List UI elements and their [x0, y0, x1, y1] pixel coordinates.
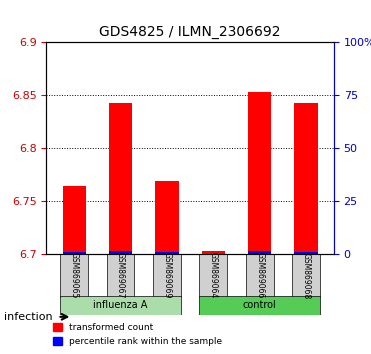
- Bar: [155, 252, 178, 255]
- Text: GSM869065: GSM869065: [70, 252, 79, 299]
- Title: GDS4825 / ILMN_2306692: GDS4825 / ILMN_2306692: [99, 25, 281, 39]
- Bar: [202, 251, 225, 255]
- FancyBboxPatch shape: [200, 255, 227, 297]
- Bar: [109, 103, 132, 255]
- Text: GSM869067: GSM869067: [116, 252, 125, 299]
- FancyBboxPatch shape: [292, 255, 320, 297]
- FancyBboxPatch shape: [107, 255, 135, 297]
- Text: infection: infection: [4, 312, 52, 322]
- Text: GSM869066: GSM869066: [255, 252, 264, 299]
- Bar: [63, 185, 86, 255]
- Text: GSM869068: GSM869068: [302, 252, 311, 299]
- Text: influenza A: influenza A: [93, 300, 148, 310]
- Bar: [248, 92, 271, 255]
- Bar: [155, 181, 178, 255]
- Text: control: control: [243, 300, 276, 310]
- Bar: [248, 251, 271, 255]
- Bar: [109, 251, 132, 255]
- FancyBboxPatch shape: [60, 255, 88, 297]
- Legend: transformed count, percentile rank within the sample: transformed count, percentile rank withi…: [49, 320, 226, 349]
- Text: GSM869064: GSM869064: [209, 252, 218, 299]
- FancyBboxPatch shape: [153, 255, 181, 297]
- Bar: [63, 252, 86, 255]
- FancyBboxPatch shape: [246, 255, 274, 297]
- FancyBboxPatch shape: [60, 296, 181, 315]
- FancyBboxPatch shape: [200, 296, 320, 315]
- Text: GSM869069: GSM869069: [162, 252, 171, 299]
- Bar: [295, 252, 318, 255]
- Bar: [295, 103, 318, 255]
